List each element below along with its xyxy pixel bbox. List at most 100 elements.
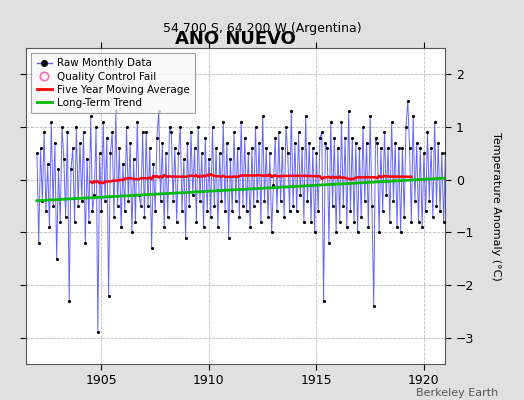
Point <box>303 198 312 204</box>
Point <box>425 198 433 204</box>
Point <box>129 156 138 162</box>
Point <box>312 150 321 156</box>
Point <box>258 113 267 120</box>
Point <box>86 113 95 120</box>
Point <box>88 208 96 214</box>
Point <box>423 129 432 136</box>
Point <box>241 134 249 141</box>
Point <box>192 218 201 225</box>
Point <box>67 166 75 172</box>
Point <box>286 208 294 214</box>
Point <box>416 145 424 151</box>
Point <box>397 229 405 236</box>
Point <box>341 134 350 141</box>
Point <box>101 198 109 204</box>
Point <box>380 129 389 136</box>
Point <box>400 213 408 220</box>
Point <box>194 124 202 130</box>
Point <box>429 213 437 220</box>
Point <box>196 198 204 204</box>
Point <box>78 198 86 204</box>
Point <box>121 208 129 214</box>
Point <box>446 192 455 199</box>
Point <box>438 150 446 156</box>
Point <box>305 140 313 146</box>
Point <box>206 213 215 220</box>
Point <box>357 213 365 220</box>
Point <box>147 245 156 251</box>
Point <box>252 124 260 130</box>
Point <box>269 182 278 188</box>
Point <box>219 118 227 125</box>
Point <box>146 145 154 151</box>
Point <box>403 98 412 104</box>
Point <box>142 129 150 136</box>
Point <box>292 208 301 214</box>
Point <box>398 145 407 151</box>
Point <box>314 208 322 214</box>
Point <box>296 192 304 199</box>
Point <box>457 208 466 214</box>
Point <box>353 229 362 236</box>
Point <box>440 218 448 225</box>
Point <box>166 124 174 130</box>
Point <box>434 140 442 146</box>
Point <box>133 118 141 125</box>
Point <box>163 213 172 220</box>
Point <box>221 208 229 214</box>
Point <box>248 145 256 151</box>
Point <box>298 145 306 151</box>
Point <box>337 118 346 125</box>
Point <box>325 240 333 246</box>
Point <box>235 213 244 220</box>
Point <box>378 208 387 214</box>
Point <box>372 134 380 141</box>
Point <box>85 218 93 225</box>
Point <box>94 329 102 336</box>
Point <box>181 234 190 241</box>
Text: 54.700 S, 64.200 W (Argentina): 54.700 S, 64.200 W (Argentina) <box>162 22 362 35</box>
Point <box>199 224 208 230</box>
Point <box>43 161 52 167</box>
Point <box>409 113 417 120</box>
Point <box>137 203 145 209</box>
Point <box>56 218 64 225</box>
Point <box>169 198 177 204</box>
Point <box>178 208 186 214</box>
Point <box>459 150 467 156</box>
Point <box>355 145 364 151</box>
Point <box>318 129 326 136</box>
Point <box>407 218 416 225</box>
Point <box>162 150 170 156</box>
Point <box>389 198 398 204</box>
Point <box>264 213 272 220</box>
Point <box>176 124 184 130</box>
Point <box>155 108 163 114</box>
Point <box>320 298 328 304</box>
Point <box>445 134 453 141</box>
Point <box>58 124 66 130</box>
Point <box>209 124 217 130</box>
Point <box>47 118 56 125</box>
Point <box>140 213 149 220</box>
Point <box>215 150 224 156</box>
Point <box>74 203 82 209</box>
Point <box>151 208 159 214</box>
Point <box>49 203 57 209</box>
Point <box>108 129 116 136</box>
Point <box>237 118 245 125</box>
Point <box>402 124 410 130</box>
Point <box>339 203 347 209</box>
Point <box>366 113 374 120</box>
Point <box>160 224 168 230</box>
Point <box>411 198 419 204</box>
Point <box>386 218 394 225</box>
Point <box>224 234 233 241</box>
Point <box>343 224 351 230</box>
Point <box>461 213 470 220</box>
Point <box>106 150 115 156</box>
Point <box>350 218 358 225</box>
Point <box>406 145 414 151</box>
Point <box>124 198 133 204</box>
Point <box>117 224 125 230</box>
